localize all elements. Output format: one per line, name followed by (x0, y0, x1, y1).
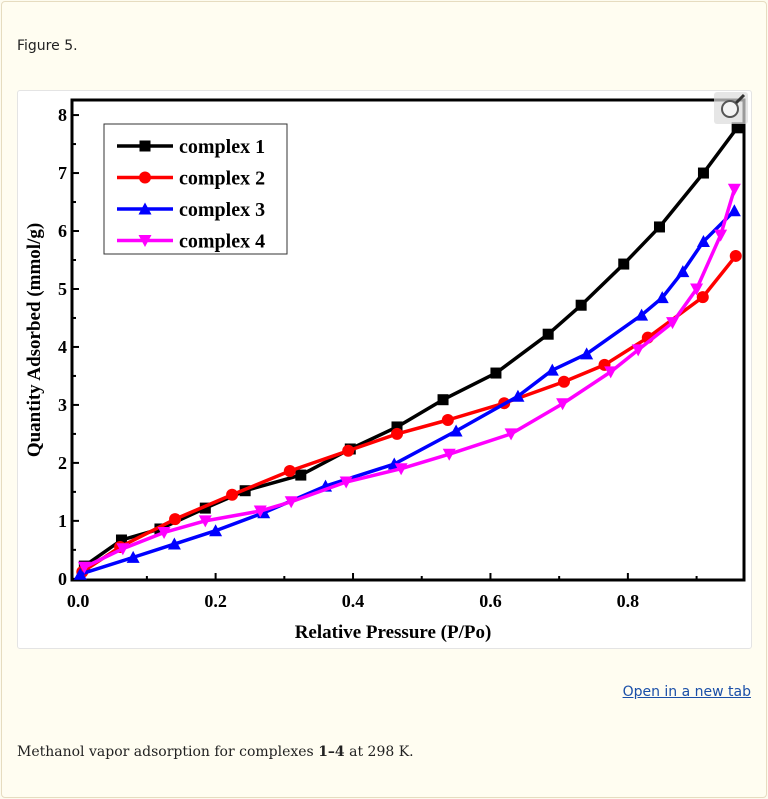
figure-label: Figure 5. (17, 38, 78, 54)
data-point (557, 375, 570, 388)
y-tick-label: 5 (58, 279, 67, 299)
y-tick-label: 4 (58, 337, 67, 357)
data-point (727, 204, 741, 217)
data-point (542, 328, 554, 340)
data-point (490, 367, 502, 379)
data-point (580, 347, 594, 360)
legend-marker (138, 235, 152, 247)
data-point (342, 444, 355, 457)
data-point (653, 221, 665, 233)
data-point (511, 389, 525, 402)
data-point (157, 526, 171, 539)
data-point (295, 469, 307, 481)
data-point (339, 476, 353, 489)
data-point (655, 291, 669, 304)
y-axis-label: Quantity Adsorbed (mmol/g) (24, 223, 45, 457)
data-point (690, 283, 704, 296)
x-tick-label: 0.0 (67, 591, 90, 611)
data-point (77, 561, 91, 574)
caption-bold: 1–4 (318, 744, 345, 760)
legend-label: complex 4 (179, 231, 265, 253)
caption-text: Methanol vapor adsorption for complexes (17, 744, 319, 760)
y-tick-label: 1 (58, 511, 67, 531)
data-point (167, 537, 181, 550)
legend-label: complex 3 (179, 199, 265, 221)
caption-text-end: at 298 K. (344, 744, 414, 760)
series-2 (81, 254, 738, 574)
data-point (666, 317, 680, 330)
data-point (714, 229, 728, 242)
data-point (545, 363, 559, 376)
data-point (169, 513, 182, 526)
data-point (618, 258, 630, 270)
legend-label: complex 1 (179, 136, 265, 158)
y-tick-label: 8 (58, 105, 67, 125)
data-point (391, 421, 403, 433)
y-tick-label: 3 (58, 395, 67, 415)
data-point (731, 122, 743, 134)
y-tick-label: 0 (58, 569, 67, 589)
data-point (226, 488, 239, 501)
data-point (696, 291, 709, 304)
figure-caption: Methanol vapor adsorption for complexes … (17, 744, 414, 760)
legend-marker (139, 140, 151, 152)
data-point (198, 515, 212, 528)
x-axis-label: Relative Pressure (P/Po) (295, 622, 492, 643)
series-line (81, 254, 738, 574)
data-point (391, 427, 404, 440)
series-3 (79, 209, 736, 576)
x-tick-label: 0.4 (342, 591, 365, 611)
x-tick-label: 0.2 (204, 591, 227, 611)
data-point (442, 448, 456, 461)
data-point (696, 234, 710, 247)
plot-frame (70, 98, 746, 582)
data-point (283, 465, 296, 478)
series-1 (83, 126, 739, 568)
data-point (253, 505, 267, 518)
legend-marker (139, 171, 151, 184)
data-point (73, 567, 87, 580)
data-point (729, 249, 742, 262)
magnifier-icon (721, 93, 746, 118)
y-tick-label: 2 (58, 453, 67, 473)
data-point (115, 534, 127, 546)
data-point (604, 366, 618, 379)
data-point (449, 424, 463, 437)
data-point (394, 463, 408, 476)
data-point (556, 398, 570, 411)
data-point (116, 543, 130, 556)
y-tick-label: 6 (58, 221, 67, 241)
data-point (437, 394, 449, 406)
legend-marker (138, 202, 152, 215)
zoom-button[interactable] (714, 92, 748, 124)
x-tick-label: 0.6 (479, 591, 502, 611)
data-point (441, 414, 454, 426)
y-tick-label: 7 (58, 163, 67, 183)
legend: complex 1 complex 2 complex 3 complex 4 (103, 123, 288, 255)
data-point (727, 183, 741, 196)
data-point (575, 299, 587, 311)
series-line (83, 126, 739, 568)
data-point (635, 308, 649, 321)
data-point (209, 524, 223, 537)
open-in-new-tab-link[interactable]: Open in a new tab (622, 684, 751, 700)
series-line (79, 209, 736, 576)
data-point (697, 167, 709, 179)
data-point (284, 496, 298, 509)
data-point (631, 344, 645, 357)
data-point (676, 265, 690, 278)
legend-label: complex 2 (179, 168, 265, 190)
data-point (126, 550, 140, 563)
x-tick-label: 0.8 (617, 591, 640, 611)
data-point (504, 428, 518, 441)
